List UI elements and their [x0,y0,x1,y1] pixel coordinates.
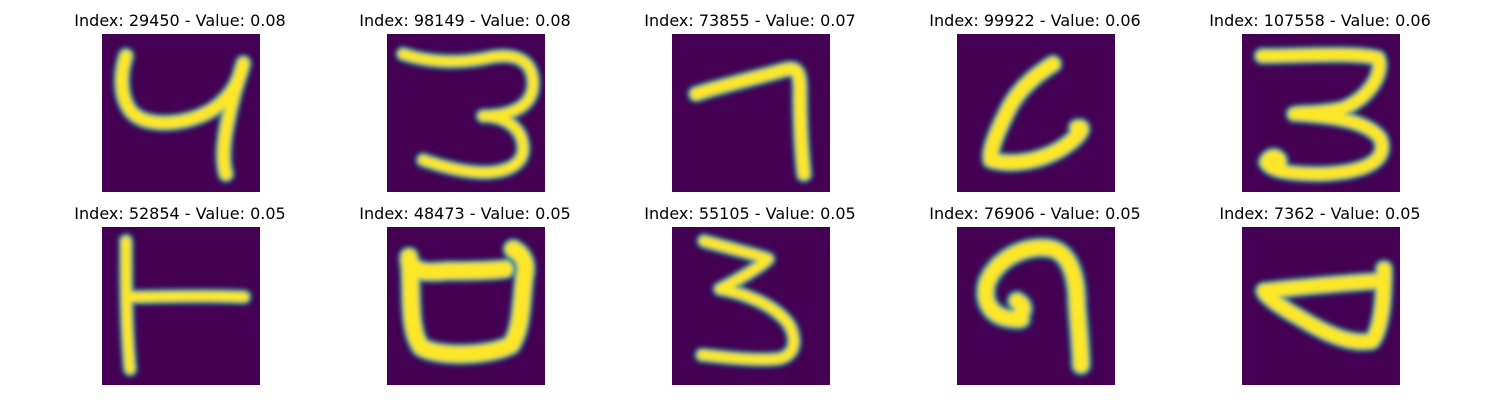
panel-title: Index: 55105 - Value: 0.05 [644,204,856,223]
panel-title: Index: 76906 - Value: 0.05 [929,204,1141,223]
digit-image [1242,227,1400,385]
digit-panel-6: Index: 52854 - Value: 0.05 [60,204,300,394]
digit-image-svg [694,233,802,368]
panel-title: Index: 48473 - Value: 0.05 [359,204,571,223]
digit-image [387,34,545,192]
digit-image-svg [395,46,542,181]
digit-panel-5: Index: 107558 - Value: 0.06 [1200,11,1440,201]
digit-image-svg [980,54,1092,173]
panel-title: Index: 29450 - Value: 0.08 [74,11,286,30]
digit-panel-4: Index: 99922 - Value: 0.06 [915,11,1155,201]
digit-panel-7: Index: 48473 - Value: 0.05 [345,204,585,394]
digit-panel-9: Index: 76906 - Value: 0.05 [915,204,1155,394]
digit-image-svg [112,47,253,183]
panel-title: Index: 98149 - Value: 0.08 [359,11,571,30]
digit-image [957,34,1115,192]
panel-title: Index: 99922 - Value: 0.06 [929,11,1141,30]
digit-image [387,227,545,385]
panel-title: Index: 52854 - Value: 0.05 [74,204,286,223]
digit-image-svg [1253,45,1392,183]
digit-image-svg [118,233,252,377]
digit-panel-3: Index: 73855 - Value: 0.07 [630,11,870,201]
digit-image [672,34,830,192]
panel-title: Index: 7362 - Value: 0.05 [1219,204,1421,223]
digit-image-svg [398,238,537,366]
digit-panel-2: Index: 98149 - Value: 0.08 [345,11,585,201]
digit-image-svg [1254,259,1394,352]
digit-panel-8: Index: 55105 - Value: 0.05 [630,204,870,394]
digit-image-svg [974,236,1092,376]
panel-title: Index: 73855 - Value: 0.07 [644,11,856,30]
digit-image [102,34,260,192]
digit-image [957,227,1115,385]
digit-image [672,227,830,385]
digit-panel-1: Index: 29450 - Value: 0.08 [60,11,300,201]
digit-image [1242,34,1400,192]
panel-title: Index: 107558 - Value: 0.06 [1209,11,1431,30]
digit-panel-10: Index: 7362 - Value: 0.05 [1200,204,1440,394]
digit-image-svg [687,60,813,183]
digit-image [102,227,260,385]
